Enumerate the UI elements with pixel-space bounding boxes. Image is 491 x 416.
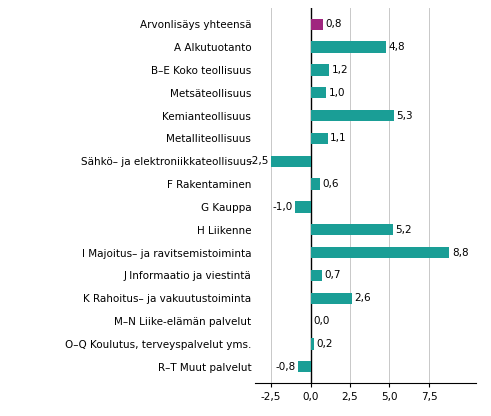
Text: 0,7: 0,7 xyxy=(324,270,340,280)
Text: -0,8: -0,8 xyxy=(275,362,296,372)
Text: 4,8: 4,8 xyxy=(389,42,405,52)
Bar xyxy=(310,178,320,190)
Bar xyxy=(310,19,323,30)
Text: 0,2: 0,2 xyxy=(316,339,332,349)
Bar xyxy=(298,361,310,372)
Text: 8,8: 8,8 xyxy=(452,248,468,258)
Bar xyxy=(310,110,394,121)
Bar xyxy=(310,247,449,258)
Bar xyxy=(310,64,329,76)
Text: 1,1: 1,1 xyxy=(330,134,347,144)
Text: 1,0: 1,0 xyxy=(328,88,345,98)
Bar xyxy=(310,270,322,281)
Bar xyxy=(310,87,327,99)
Text: 0,0: 0,0 xyxy=(313,316,329,326)
Bar xyxy=(310,338,314,349)
Bar xyxy=(310,224,393,235)
Text: -1,0: -1,0 xyxy=(272,202,293,212)
Bar xyxy=(271,156,310,167)
Text: 0,8: 0,8 xyxy=(326,19,342,29)
Text: 0,6: 0,6 xyxy=(323,179,339,189)
Text: 5,3: 5,3 xyxy=(397,111,413,121)
Text: 5,2: 5,2 xyxy=(395,225,411,235)
Text: 2,6: 2,6 xyxy=(354,293,371,303)
Bar xyxy=(310,292,352,304)
Bar xyxy=(310,42,386,53)
Text: -2,5: -2,5 xyxy=(248,156,269,166)
Text: 1,2: 1,2 xyxy=(332,65,349,75)
Bar xyxy=(310,133,328,144)
Bar xyxy=(295,201,310,213)
